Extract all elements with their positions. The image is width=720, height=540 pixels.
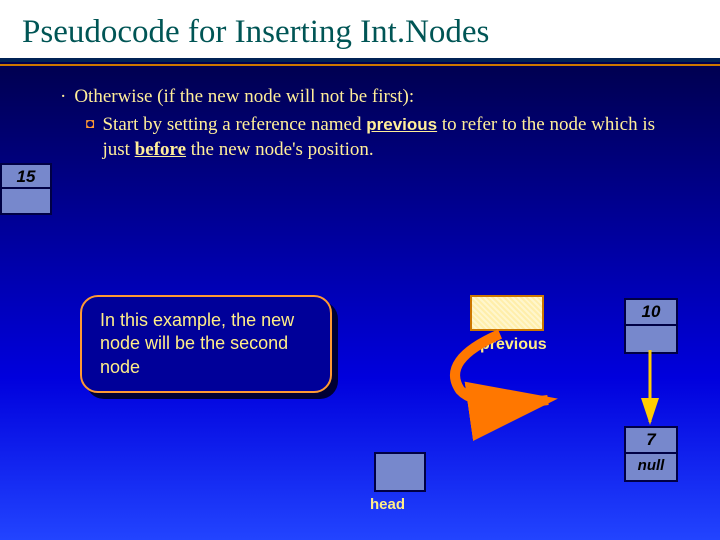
arrows-layer	[0, 0, 720, 540]
arrow-previous-to-node15	[455, 334, 548, 403]
